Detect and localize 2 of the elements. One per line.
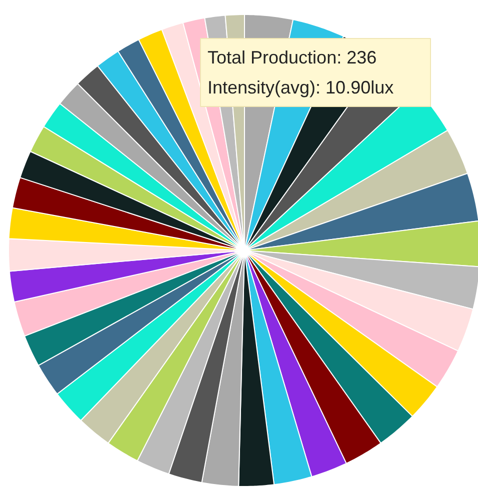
text: Total Production: 236 bbox=[208, 48, 377, 68]
text: Intensity(avg): 10.90lux bbox=[208, 78, 394, 98]
